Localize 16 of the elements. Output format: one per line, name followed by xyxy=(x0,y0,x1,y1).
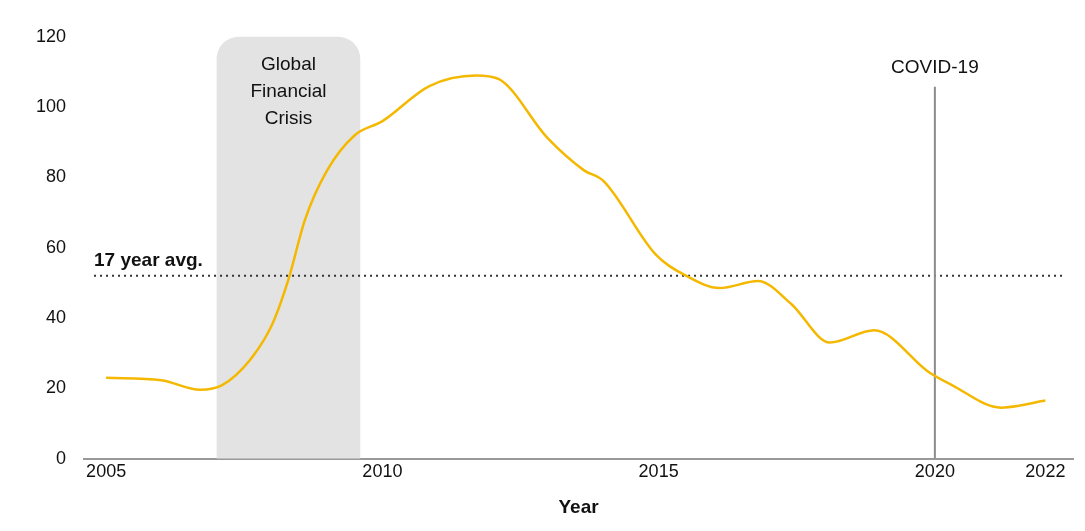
x-tick-label: 2020 xyxy=(914,461,955,482)
y-tick-label: 60 xyxy=(46,236,67,257)
x-tick-label: 2005 xyxy=(86,461,127,482)
y-tick-label: 100 xyxy=(35,96,67,117)
x-tick-label: 2022 xyxy=(1025,461,1066,482)
x-axis-title: Year xyxy=(558,495,600,517)
ref-line-label: COVID-19 xyxy=(891,55,979,77)
ref-line-label: 17 year avg. xyxy=(94,248,203,270)
y-tick-label: 0 xyxy=(56,447,67,468)
band-label: Global Financial Crisis xyxy=(250,52,327,128)
y-tick-label: 40 xyxy=(46,306,67,327)
y-tick-label: 20 xyxy=(46,377,67,398)
x-tick-label: 2015 xyxy=(638,461,679,482)
x-tick-label: 2010 xyxy=(362,461,403,482)
y-tick-label: 80 xyxy=(46,166,67,187)
y-tick-label: 120 xyxy=(35,25,67,46)
